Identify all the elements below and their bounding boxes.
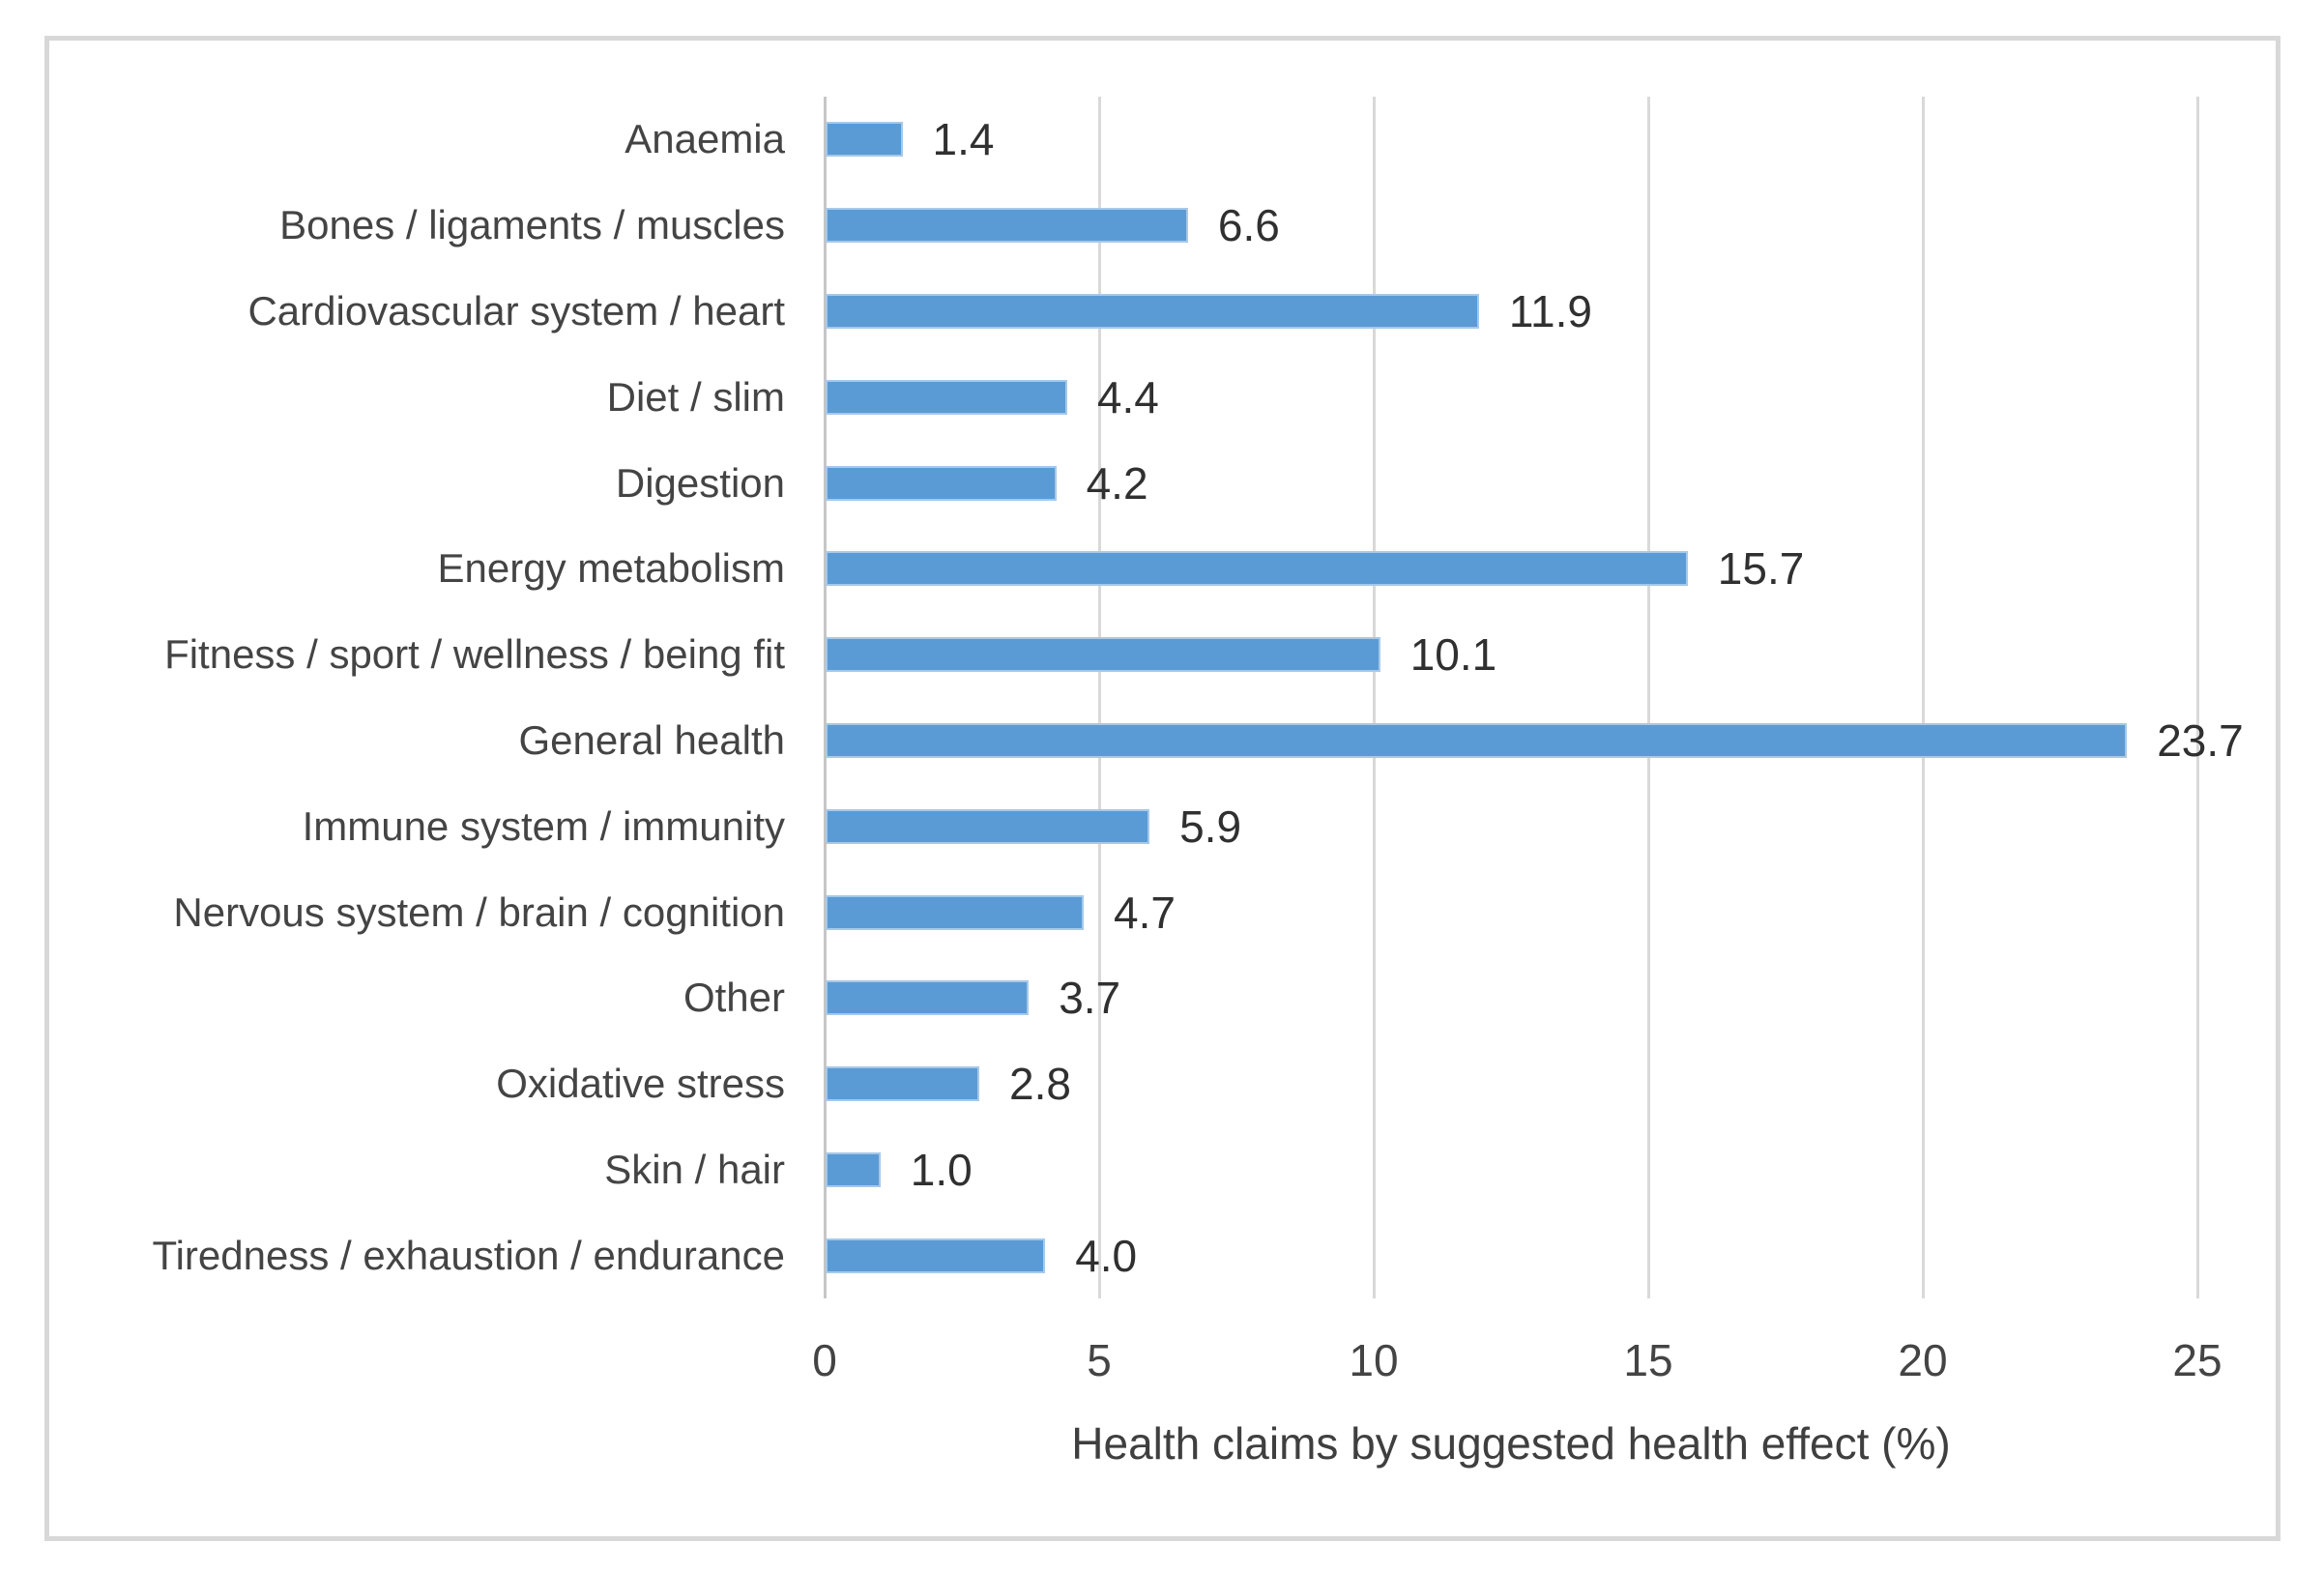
chart-border-frame	[44, 36, 2280, 1541]
x-axis-title: Health claims by suggested health effect…	[1071, 1418, 1951, 1469]
bar	[826, 894, 1084, 930]
category-label: Energy metabolism	[437, 545, 785, 592]
value-label: 5.9	[1179, 801, 1242, 852]
value-label: 23.7	[2157, 714, 2244, 766]
value-label: 4.2	[1086, 457, 1148, 509]
x-tick-label: 20	[1898, 1335, 1948, 1385]
x-tick-label: 25	[2172, 1335, 2222, 1385]
y-axis-line	[823, 97, 827, 1298]
category-label: Oxidative stress	[496, 1061, 785, 1106]
category-label: General health	[518, 716, 785, 763]
x-tick-label: 15	[1623, 1335, 1673, 1385]
bar	[826, 1066, 979, 1101]
gridline	[2195, 97, 2199, 1298]
bar	[826, 551, 1688, 587]
category-label: Skin / hair	[604, 1146, 785, 1192]
x-tick-label: 5	[1087, 1335, 1112, 1385]
bar	[826, 1237, 1046, 1273]
category-label: Bones / ligaments / muscles	[279, 202, 785, 248]
gridline	[1097, 97, 1101, 1298]
gridline	[1372, 97, 1376, 1298]
value-label: 4.4	[1096, 371, 1159, 422]
bar	[826, 379, 1067, 415]
value-label: 2.8	[1009, 1059, 1071, 1109]
bar	[826, 808, 1150, 844]
gridline	[1921, 97, 1925, 1298]
value-label: 15.7	[1717, 543, 1805, 595]
value-label: 4.7	[1114, 887, 1176, 938]
bar	[826, 980, 1030, 1016]
category-label: Anaemia	[625, 116, 785, 162]
category-label: Cardiovascular system / heart	[247, 288, 785, 334]
category-label: Digestion	[615, 459, 785, 506]
value-label: 1.4	[932, 114, 995, 165]
bar	[826, 208, 1188, 244]
value-label: 11.9	[1508, 286, 1593, 336]
bar	[826, 122, 903, 158]
value-label: 3.7	[1059, 973, 1121, 1024]
value-label: 6.6	[1217, 200, 1280, 251]
category-label: Fitness / sport / wellness / being fit	[164, 631, 785, 678]
category-label: Other	[683, 975, 785, 1021]
value-label: 1.0	[910, 1144, 973, 1195]
bar	[826, 637, 1380, 673]
value-label: 4.0	[1075, 1230, 1138, 1281]
bar	[826, 294, 1479, 329]
gridline	[1646, 97, 1650, 1298]
bar	[826, 465, 1057, 501]
bar	[826, 1151, 881, 1187]
value-label: 10.1	[1409, 629, 1497, 681]
category-label: Immune system / immunity	[302, 802, 785, 849]
category-label: Diet / slim	[606, 373, 785, 420]
x-tick-label: 10	[1349, 1335, 1399, 1385]
bar	[826, 722, 2128, 758]
x-tick-label: 0	[812, 1335, 837, 1385]
category-label: Nervous system / brain / cognition	[173, 888, 785, 935]
category-label: Tiredness / exhaustion / endurance	[152, 1232, 785, 1278]
